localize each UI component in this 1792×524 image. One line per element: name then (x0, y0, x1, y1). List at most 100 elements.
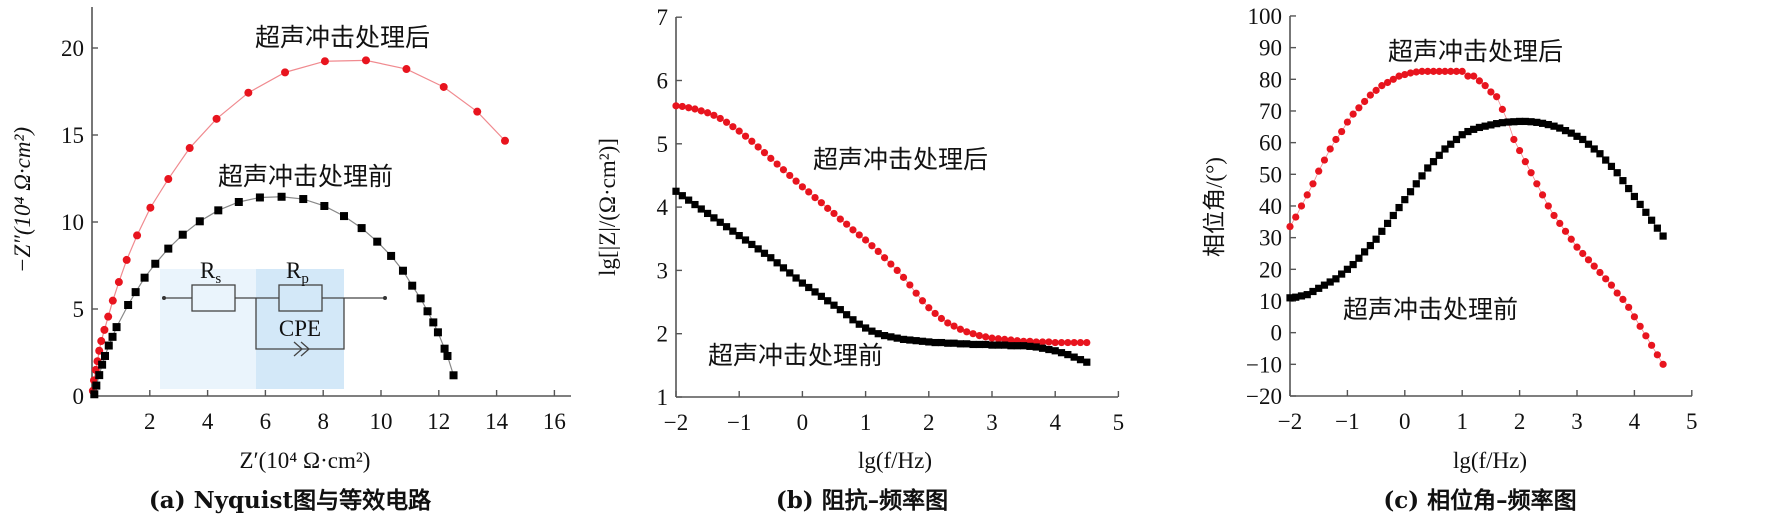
x-tick-label: 12 (427, 409, 450, 434)
data-point (786, 171, 794, 180)
x-tick-label: 1 (1456, 409, 1468, 434)
data-point (100, 325, 109, 334)
data-point (741, 132, 750, 140)
data-point (893, 334, 901, 342)
data-point (1401, 70, 1409, 79)
data-point (1659, 232, 1667, 240)
data-point (868, 242, 876, 250)
data-point (1475, 123, 1484, 132)
data-point (164, 244, 173, 253)
data-point (969, 340, 977, 349)
x-tick-label: 5 (1113, 410, 1125, 435)
data-point (1418, 172, 1426, 180)
data-point (108, 296, 117, 305)
annotation-after: 超声冲击处理后 (813, 145, 988, 174)
series-after (1286, 67, 1667, 368)
series-before (672, 187, 1091, 366)
data-point (937, 314, 946, 323)
series-line (675, 105, 1087, 343)
data-point (1372, 86, 1380, 94)
data-point (773, 160, 781, 168)
data-point (1516, 146, 1524, 155)
data-point (1013, 342, 1021, 350)
data-point (1076, 338, 1085, 347)
y-tick-label: −20 (1246, 384, 1282, 409)
x-tick-label: 1 (860, 410, 872, 435)
y-tick-label: 20 (61, 36, 84, 61)
y-tick-label: 80 (1259, 67, 1282, 92)
data-point (1470, 125, 1478, 133)
caption: (c) 相位角–频率图 (1383, 487, 1576, 514)
x-tick-label: 10 (370, 409, 393, 434)
data-point (1070, 338, 1078, 347)
data-point (1424, 67, 1432, 75)
data-point (994, 341, 1002, 349)
data-point (1076, 356, 1085, 364)
data-point (899, 273, 908, 281)
data-point (340, 212, 349, 221)
cpe-chevron-icon (293, 341, 303, 357)
data-point (931, 338, 939, 347)
data-point (1579, 135, 1587, 144)
data-point (982, 340, 990, 349)
data-point (824, 297, 832, 305)
y-tick-label: 100 (1248, 4, 1283, 29)
x-axis-label: lg(f/Hz) (1453, 448, 1527, 473)
terminal (162, 296, 166, 300)
data-point (1567, 235, 1575, 243)
data-point (798, 183, 807, 191)
y-tick-label: 90 (1259, 36, 1282, 61)
x-tick-label: 6 (260, 409, 272, 434)
data-point (1636, 322, 1644, 330)
x-axis-label: Z′(10⁴ Ω·cm²) (240, 448, 371, 473)
data-point (691, 200, 699, 209)
y-tick-label: 0 (73, 384, 85, 409)
data-point (855, 231, 863, 239)
y-tick-label: 3 (657, 258, 669, 283)
data-point (1527, 169, 1535, 177)
data-point (1642, 208, 1650, 216)
data-point (1573, 243, 1581, 251)
panel-phase-frequency: 超声冲击处理后 超声冲击处理前 相位角/(°) lg(f/Hz) (c) 相位角… (1202, 4, 1698, 514)
data-point (1383, 78, 1392, 87)
data-point (1452, 67, 1461, 75)
x-tick-label: −2 (1278, 409, 1302, 434)
data-point (1625, 303, 1633, 311)
data-point (439, 82, 448, 91)
cpe-chevron-icon (300, 341, 310, 357)
x-tick-label: 3 (986, 410, 998, 435)
inset-background-dark (256, 269, 344, 389)
data-point (1292, 293, 1300, 301)
data-point (824, 204, 832, 212)
data-point (767, 154, 775, 162)
data-point (773, 259, 781, 267)
data-point (817, 199, 825, 207)
data-point (754, 245, 762, 253)
y-axis-label: lg[|Z|/(Ω·cm²)] (595, 138, 620, 276)
series-line (93, 196, 455, 395)
data-point (1051, 338, 1059, 347)
x-tick-label: 3 (1571, 409, 1583, 434)
x-tick-label: 4 (1049, 410, 1061, 435)
data-point (836, 306, 844, 314)
x-tick-label: −1 (1335, 409, 1359, 434)
data-point (1395, 203, 1403, 212)
y-tick-label: 5 (73, 297, 85, 322)
data-point (1498, 105, 1506, 113)
data-point (906, 281, 914, 289)
data-point (164, 175, 173, 184)
data-point (1613, 289, 1621, 297)
y-tick-label: 10 (1259, 289, 1282, 314)
data-point (710, 214, 718, 222)
data-point (1032, 343, 1040, 351)
x-axis-label: lg(f/Hz) (858, 448, 932, 473)
data-point (1406, 188, 1415, 196)
data-point (1366, 241, 1374, 250)
caption: (b) 阻抗–频率图 (776, 487, 948, 514)
y-tick-label: 2 (657, 322, 669, 347)
data-point (131, 288, 140, 297)
data-point (1556, 219, 1564, 227)
data-point (697, 107, 705, 115)
data-point (408, 281, 417, 290)
annotation-before: 超声冲击处理前 (708, 341, 883, 370)
